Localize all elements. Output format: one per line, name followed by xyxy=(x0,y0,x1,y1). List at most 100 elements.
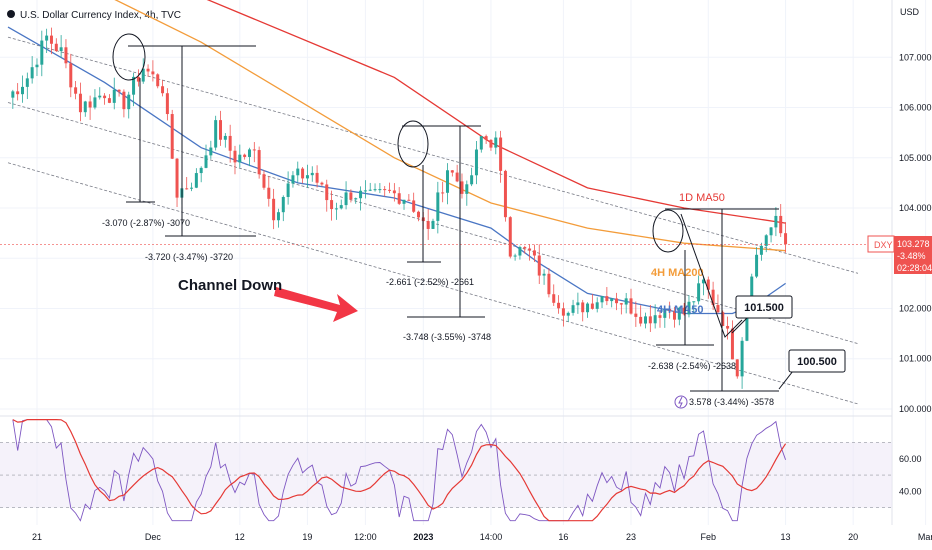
candle-body xyxy=(479,136,483,150)
candle-body xyxy=(175,158,179,198)
candle-body xyxy=(581,302,585,313)
candle-body xyxy=(132,76,136,95)
price-tick-label: 106.000 xyxy=(899,103,932,113)
candle-body xyxy=(499,137,503,171)
last-price-change: -3.48% xyxy=(897,251,926,261)
rsi-tick-label: 40.00 xyxy=(899,486,922,496)
candle-body xyxy=(74,87,78,94)
candle-body xyxy=(238,154,242,163)
candle-body xyxy=(619,303,623,305)
candle-body xyxy=(315,172,319,183)
candle-body xyxy=(561,308,565,316)
candle-body xyxy=(170,114,174,159)
lightning-bolt-icon xyxy=(678,396,683,408)
candle-body xyxy=(470,175,474,185)
candle-body xyxy=(726,325,730,329)
candle-body xyxy=(590,303,594,309)
candle-body xyxy=(397,193,401,204)
time-tick-label: 12:00 xyxy=(354,532,377,542)
time-tick-label: 2023 xyxy=(413,532,433,542)
time-tick-label: 21 xyxy=(32,532,42,542)
candle-body xyxy=(508,217,512,257)
target-2-label: 100.500 xyxy=(797,356,837,368)
candle-body xyxy=(199,167,203,174)
time-tick-label: 12 xyxy=(235,532,245,542)
candle-body xyxy=(247,149,251,157)
candle-body xyxy=(49,35,53,44)
candle-body xyxy=(64,47,68,64)
price-axis: 107.000106.000105.000104.000103.000102.0… xyxy=(899,52,932,414)
candle-body xyxy=(624,298,628,305)
last-price-value: 103.278 xyxy=(897,239,930,249)
candle-body xyxy=(54,43,58,52)
rsi-line xyxy=(12,419,787,522)
price-tick-label: 101.000 xyxy=(899,354,932,364)
candle-body xyxy=(566,312,570,316)
candle-body xyxy=(320,182,324,185)
time-tick-label: Dec xyxy=(145,532,162,542)
time-tick-label: Mar xyxy=(918,532,932,542)
target-callout-1: 101.500 xyxy=(731,295,793,334)
candle-body xyxy=(644,316,647,324)
channel-line xyxy=(7,162,859,405)
measure-label-5: -2.638 (-2.54%) -2638 xyxy=(648,361,736,371)
candle-body xyxy=(69,63,73,88)
candle-body xyxy=(359,190,363,199)
candle-body xyxy=(262,174,266,188)
lightning-icon xyxy=(674,395,688,409)
candle-body xyxy=(25,78,29,87)
candle-body xyxy=(716,305,720,313)
candle-body xyxy=(653,315,657,324)
time-tick-label: 20 xyxy=(848,532,858,542)
candle-body xyxy=(93,97,97,108)
symbol-badge-label: DXY xyxy=(874,240,893,250)
price-tick-label: 104.000 xyxy=(899,203,932,213)
channel-arrow-icon xyxy=(274,287,358,322)
time-tick-label: 13 xyxy=(781,532,791,542)
candle-body xyxy=(402,199,406,204)
candle-body xyxy=(615,298,619,304)
rsi-pane: 60.00 40.00 xyxy=(0,419,922,522)
candle-body xyxy=(552,294,556,303)
candle-body xyxy=(243,154,247,157)
candle-body xyxy=(412,200,416,212)
top-circle-3 xyxy=(652,209,684,253)
candle-body xyxy=(697,283,701,302)
price-tick-label: 102.000 xyxy=(899,303,932,313)
bar-countdown: 02:28:04 xyxy=(897,263,932,273)
candle-body xyxy=(730,328,734,360)
candle-body xyxy=(547,273,551,295)
candle-body xyxy=(450,170,454,173)
candle-body xyxy=(658,315,662,318)
candle-body xyxy=(586,303,590,313)
callout-box xyxy=(735,295,793,319)
price-tick-label: 107.000 xyxy=(899,52,932,62)
candle-body xyxy=(185,188,189,190)
rsi-ma-line xyxy=(12,419,787,522)
projection-path xyxy=(680,213,743,338)
candle-body xyxy=(127,94,131,110)
candle-body xyxy=(45,35,49,41)
last-price-badge xyxy=(894,236,932,274)
candle-body xyxy=(161,86,165,94)
candle-body xyxy=(30,67,34,79)
candle-body xyxy=(711,289,715,306)
candle-body xyxy=(764,235,768,246)
candle-body xyxy=(407,199,411,201)
candle-body xyxy=(417,211,421,218)
time-tick-label: 14:00 xyxy=(480,532,503,542)
candle-body xyxy=(532,250,536,256)
candle-body xyxy=(682,307,686,315)
measure-label-1: -3.070 (-2.87%) -3070 xyxy=(102,218,190,228)
candle-body xyxy=(537,255,541,276)
candle-body xyxy=(136,76,140,82)
candle-body xyxy=(281,196,285,213)
price-tick-label: 100.000 xyxy=(899,404,932,414)
candle-body xyxy=(605,296,609,302)
candle-body xyxy=(305,175,309,179)
candle-body xyxy=(484,136,488,140)
candle-body xyxy=(779,215,783,234)
candle-body xyxy=(190,187,194,189)
candle-body xyxy=(40,40,44,65)
target-1-label: 101.500 xyxy=(744,302,784,314)
